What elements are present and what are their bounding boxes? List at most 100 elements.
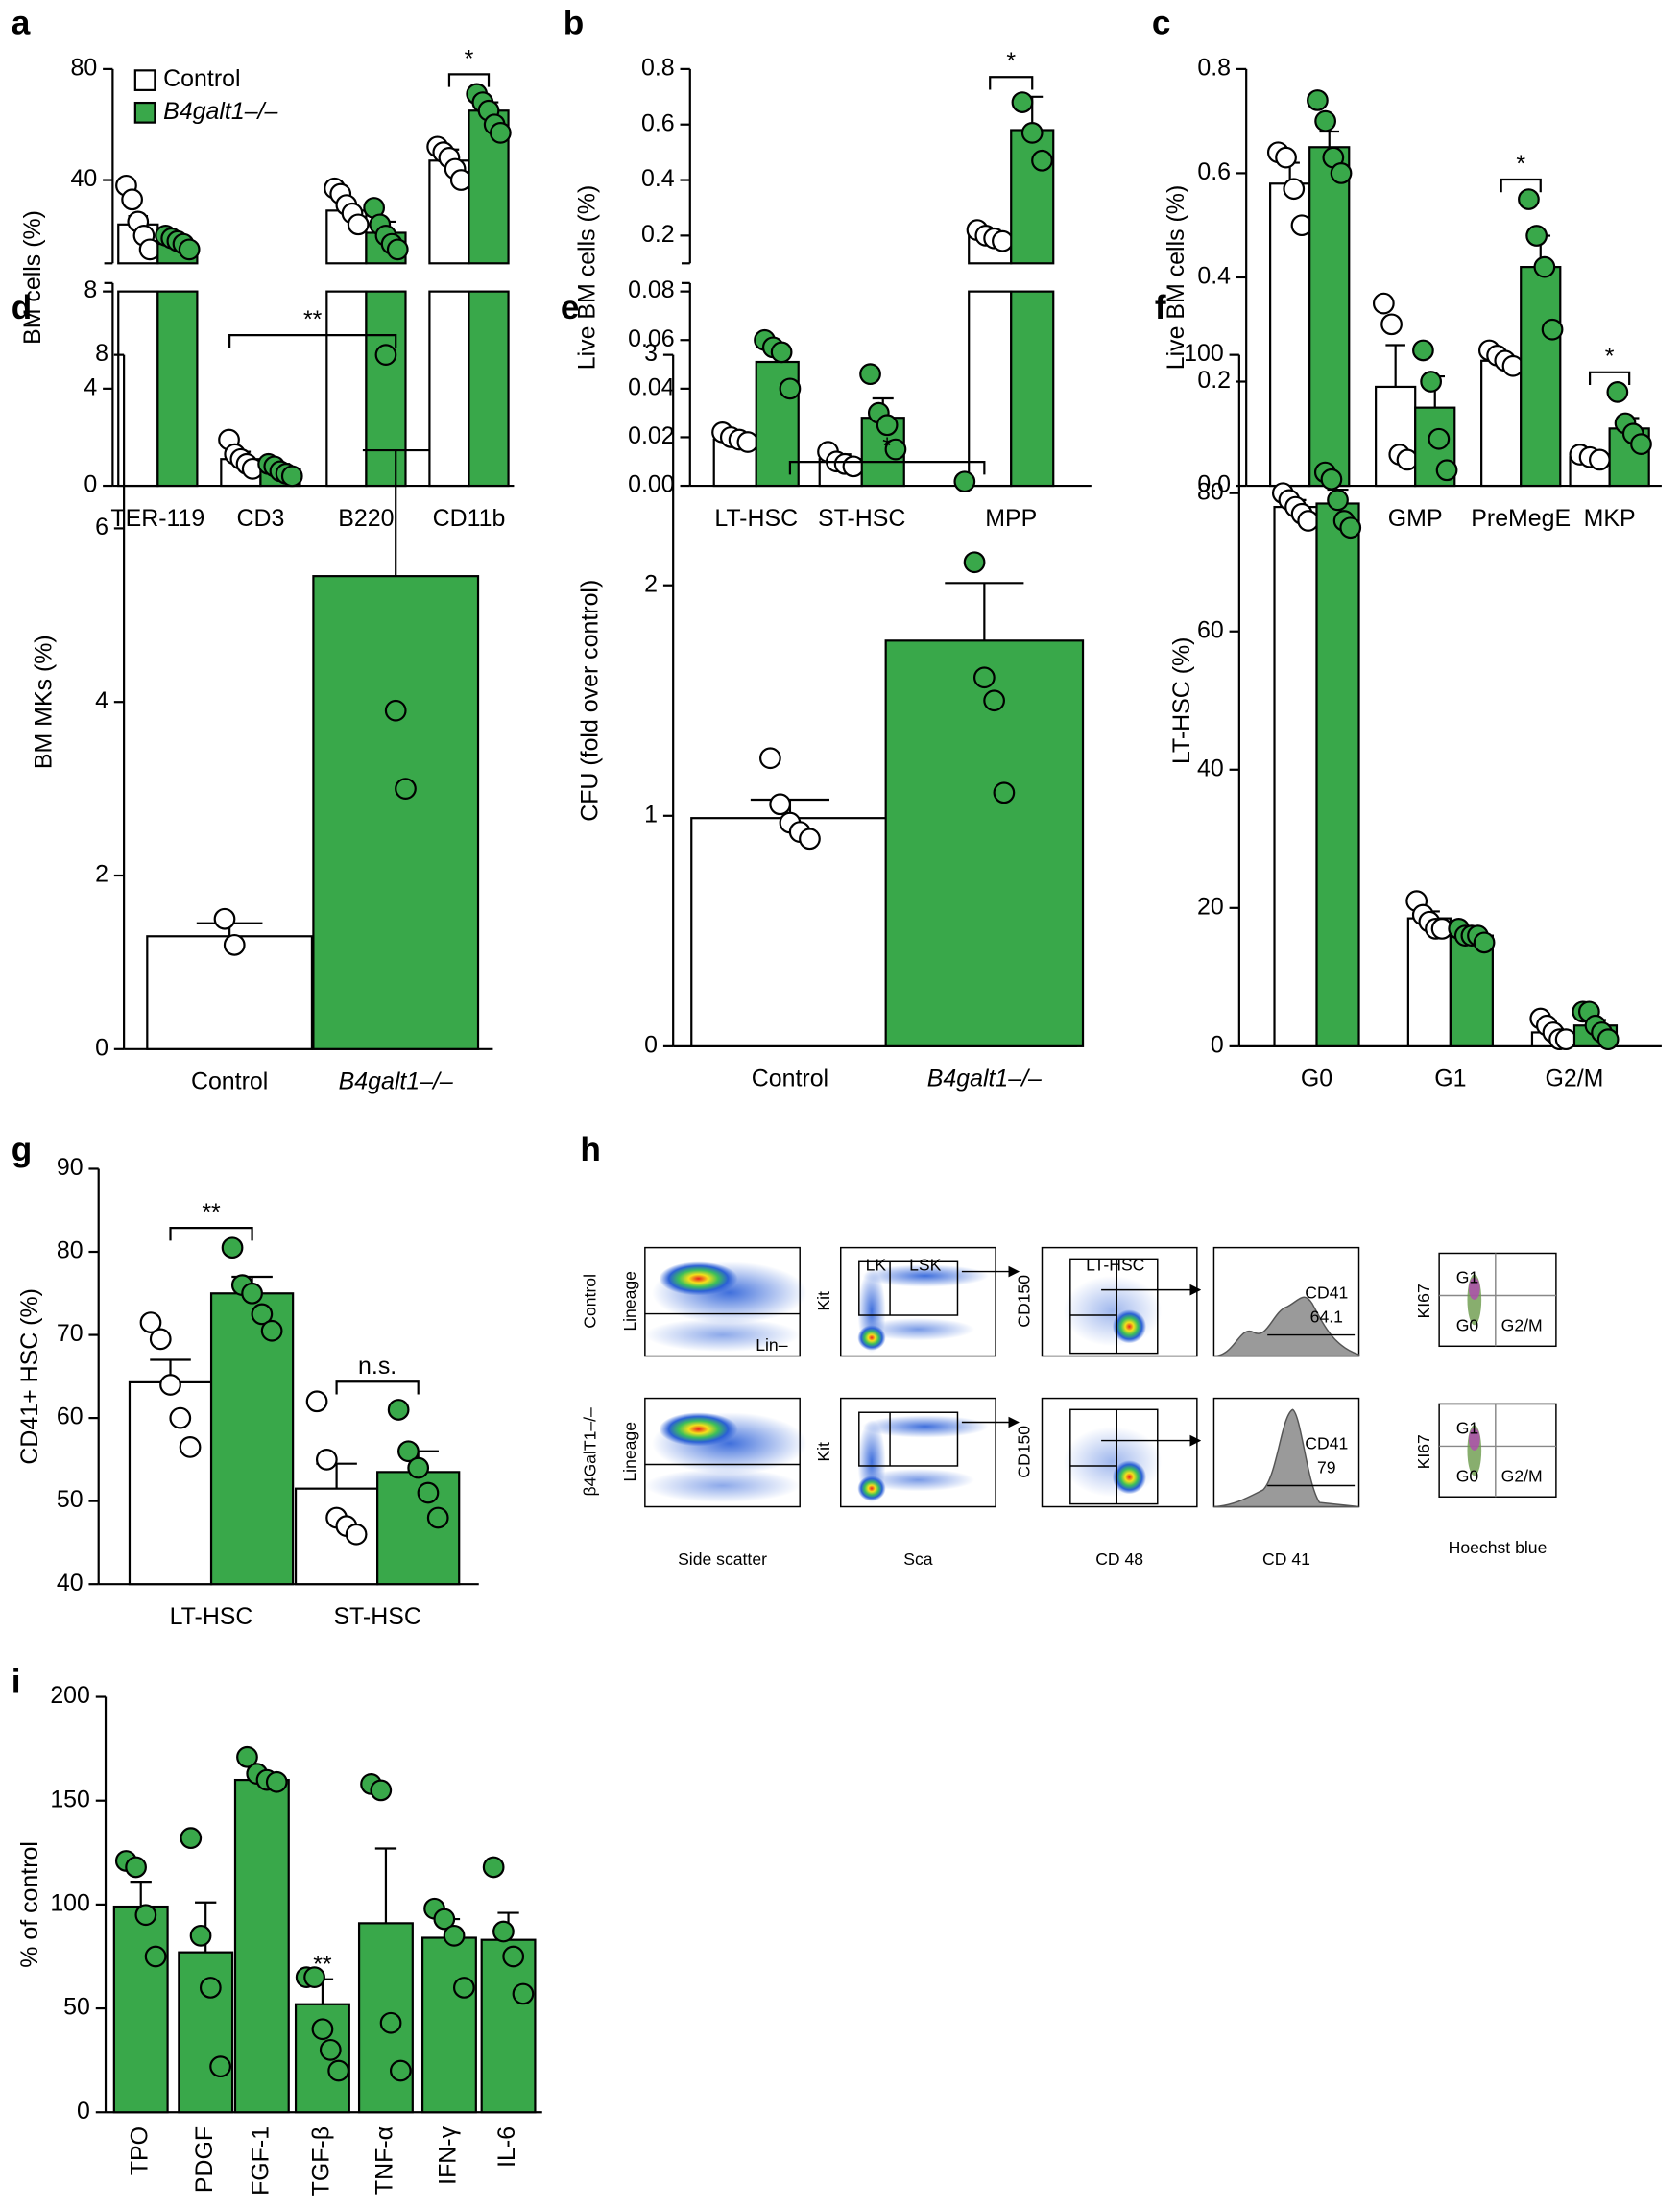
bar-lower-part [325,290,368,488]
data-point [209,2055,231,2078]
axis-label: Lineage [620,1271,639,1332]
data-point [953,470,976,493]
y-tick-label: 3 [644,340,658,367]
gate-label: G0 [1456,1315,1479,1334]
x-tick-label: Control [191,1068,268,1095]
data-point [180,1827,203,1850]
gate-label: G1 [1456,1418,1478,1437]
data-point [1320,468,1343,491]
significance-bracket [788,461,986,475]
data-point [189,1924,212,1947]
data-point [1380,313,1403,336]
data-point [395,778,417,800]
y-tick-label: 6 [95,514,108,540]
legend-label: Control [163,65,240,92]
gate [1069,1408,1159,1505]
x-tick-label: TNF-α [372,2126,398,2195]
bar-lower-part [365,290,407,488]
data-point [1314,109,1336,132]
significance-label: * [1006,48,1016,75]
bar [128,1380,213,1586]
density [659,1412,738,1447]
data-point [1031,149,1053,172]
gate-label: G2/M [1501,1466,1543,1485]
data-point [512,1982,535,2005]
data-point [770,341,793,364]
bar [112,1905,169,2114]
density [861,1468,975,1492]
data-point [121,188,143,211]
y-tick-label: 90 [57,1154,84,1181]
bar-lower-part [428,290,470,488]
data-point [884,438,907,461]
axis-label: Kit [814,1291,833,1311]
bar-lower-part [1010,290,1055,488]
gate-label: G1 [1456,1268,1478,1287]
x-tick-label: B4galt1–/– [339,1068,453,1095]
row-label: β4GalT1–/– [581,1407,600,1496]
x-tick-label: PreMegE [1471,505,1571,532]
x-tick-label: ST-HSC [818,505,905,532]
bar [178,1951,234,2114]
y-tick-label: 20 [1197,893,1224,920]
y-axis-label: CD41+ HSC (%) [16,1288,43,1465]
significance-bracket [447,73,491,87]
axis-label: Hoechst blue [1449,1538,1548,1557]
gate-label: G2/M [1501,1315,1543,1334]
data-point [159,1374,181,1396]
density [1112,1460,1147,1495]
y-tick-label: 0 [95,1034,108,1061]
y-axis-label: BM cells (%) [19,210,46,345]
data-point [759,747,781,770]
axis-label: Kit [814,1442,833,1462]
data-point [179,1436,202,1458]
y-tick-label: 8 [84,276,97,303]
y-tick-label: 60 [1197,616,1224,643]
y-tick-label: 4 [84,373,97,400]
data-point [1283,178,1306,201]
y-tick-label: 0.6 [1197,158,1231,185]
gate-label: LT-HSC [1086,1255,1145,1274]
y-tick-label: 2 [95,861,108,888]
y-tick-label: 100 [1184,340,1224,367]
data-point [327,2059,350,2082]
y-axis-label: BM MKs (%) [31,635,58,769]
axis-label: Side scatter [678,1549,767,1569]
y-tick-label: 0.2 [1197,367,1231,394]
y-tick-label: 0 [84,471,97,498]
panel-letter: h [580,1131,600,1168]
data-point [311,2018,334,2041]
x-tick-label: IL-6 [493,2126,520,2168]
y-tick-label: 0.04 [628,373,675,400]
bar [1480,359,1523,488]
y-tick-label: 40 [57,1570,84,1596]
data-point [842,455,865,478]
significance-bracket [1500,178,1542,193]
data-point [213,907,236,930]
bar [233,1778,290,2114]
significance-label: ** [303,306,323,333]
data-point [236,1745,258,1768]
y-tick-label: 0 [1211,1031,1224,1058]
data-point [452,1977,475,1999]
data-point [1428,427,1451,450]
y-tick-label: 0.4 [1197,263,1231,290]
data-point [315,1449,338,1471]
data-point [1473,931,1496,954]
y-axis-label: LT-HSC (%) [1168,637,1195,764]
y-tick-label: 0.02 [628,422,675,449]
data-point [1596,1028,1620,1051]
data-point [963,551,986,574]
y-tick-label: 0.8 [1197,54,1231,81]
y-axis-label: % of control [16,1841,43,1968]
data-point [199,1977,222,1999]
significance-bracket [335,1380,420,1395]
data-point [125,1856,147,1879]
x-tick-label: Control [752,1066,828,1092]
data-point [859,363,881,386]
x-tick-label: CD3 [236,505,284,532]
data-point [1525,225,1548,247]
panel-letter: e [561,289,580,326]
x-tick-label: FGF-1 [247,2126,274,2196]
data-point [347,213,370,236]
